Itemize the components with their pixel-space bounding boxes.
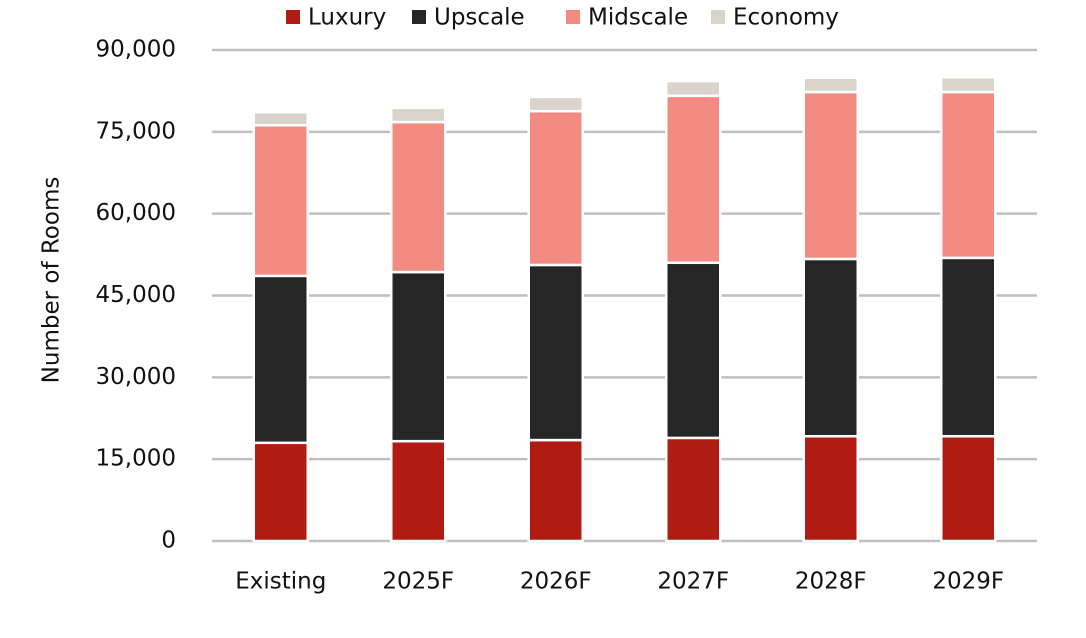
y-tick-label: 0 [161, 528, 176, 554]
bar-segment [527, 109, 584, 267]
legend-swatch [711, 10, 725, 24]
legend-swatch [412, 10, 426, 24]
bar-segment [940, 435, 997, 543]
bar-segment [802, 435, 859, 543]
y-axis-title: Number of Rooms [39, 177, 65, 384]
bar-segment [940, 76, 997, 94]
legend-swatch [286, 10, 300, 24]
legend-label: Midscale [588, 5, 688, 31]
bar-segment [665, 79, 722, 98]
legend-label: Luxury [308, 5, 386, 31]
x-tick-label: 2026F [520, 569, 592, 595]
bar-segment [527, 438, 584, 543]
bar-segment [390, 120, 447, 274]
x-tick-label: 2027F [657, 569, 729, 595]
x-tick-label: 2025F [382, 569, 454, 595]
bar-segment [802, 257, 859, 438]
bar-segment [802, 76, 859, 94]
bar-segment [527, 263, 584, 442]
y-tick-label: 15,000 [96, 446, 176, 472]
legend-label: Upscale [434, 5, 525, 31]
x-tick-label: Existing [235, 569, 326, 595]
bar-segment [665, 436, 722, 543]
bar-segment [665, 261, 722, 440]
legend-swatch [566, 10, 580, 24]
y-tick-label: 90,000 [96, 37, 176, 63]
bar-segment [802, 90, 859, 261]
bar-segment [390, 439, 447, 543]
bar-segment [252, 110, 309, 127]
y-tick-label: 30,000 [96, 364, 176, 390]
bar-segment [252, 124, 309, 278]
bar-segment [390, 106, 447, 124]
bar-segment [390, 270, 447, 443]
bar-segment [252, 274, 309, 445]
y-tick-label: 60,000 [96, 200, 176, 226]
y-tick-label: 75,000 [96, 118, 176, 144]
legend-label: Economy [733, 5, 839, 31]
bar-segment [252, 441, 309, 543]
bar-segment [665, 94, 722, 265]
x-tick-label: 2028F [795, 569, 867, 595]
y-tick-label: 45,000 [96, 282, 176, 308]
x-tick-label: 2029F [932, 569, 1004, 595]
bar-segment [527, 95, 584, 113]
bar-segment [940, 90, 997, 260]
bar-segment [940, 256, 997, 438]
